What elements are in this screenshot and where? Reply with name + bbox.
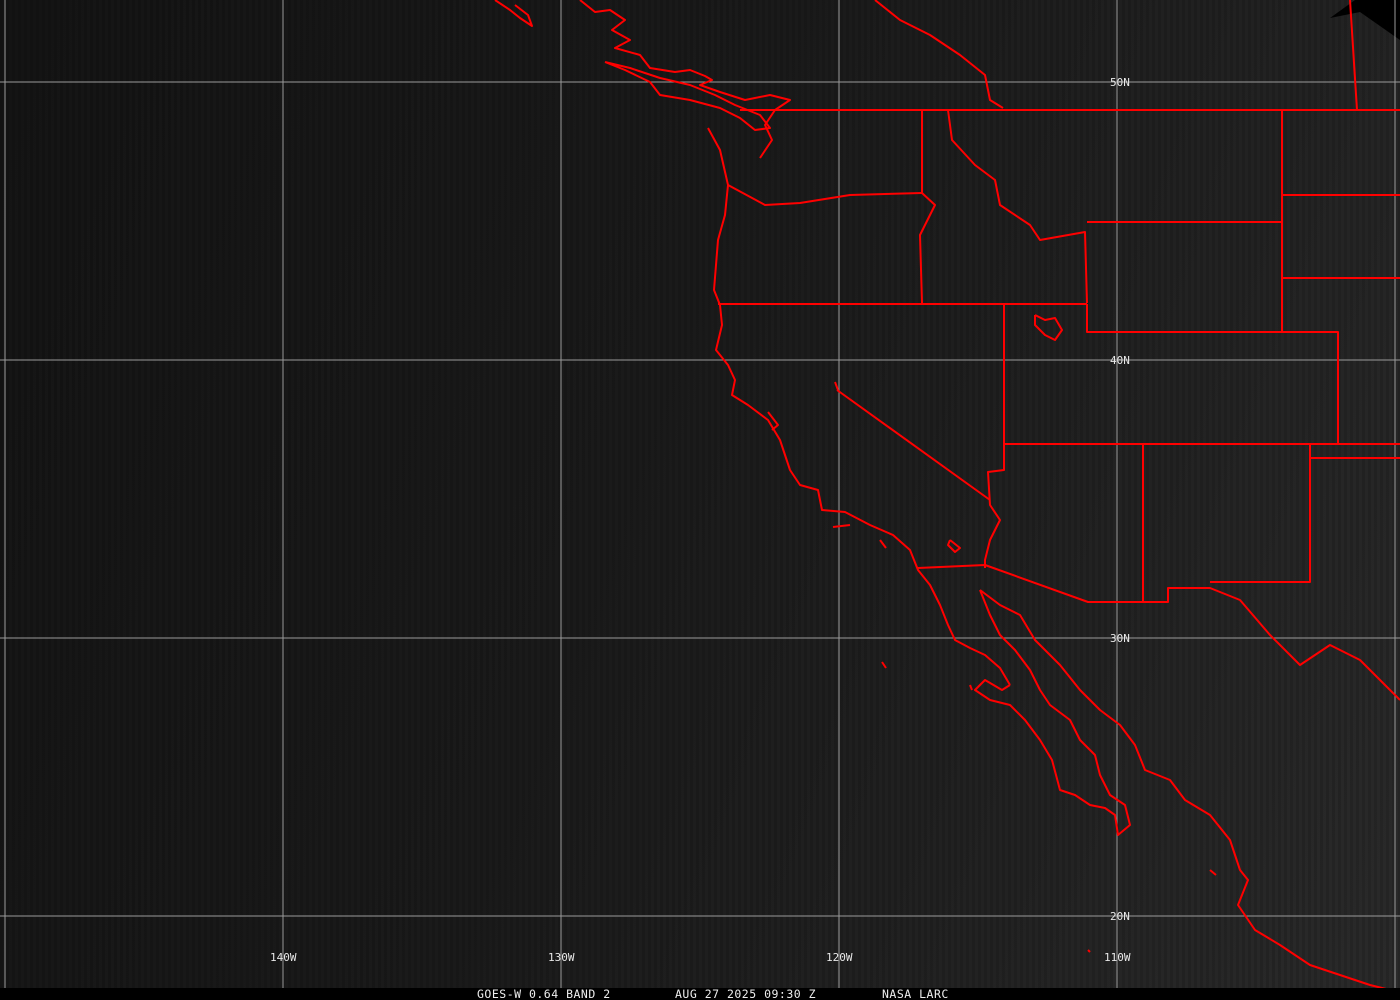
boundaries [494,0,1400,991]
no-data-corner [1330,0,1400,40]
island [969,684,973,691]
bc-coast [579,0,791,159]
island [879,539,887,549]
baja-coast [974,589,1131,836]
lat-label-20n: 20N [1110,910,1130,923]
lat-label-30n: 30N [1110,632,1130,645]
vancouver-island [604,61,771,131]
canada-coast [494,0,533,27]
island [881,661,887,669]
mexico-mainland-coast [979,589,1391,991]
sf-bay [767,411,779,431]
source-label: NASA LARC [882,987,949,1000]
channel-islands [832,524,851,528]
lake-tahoe [834,381,839,391]
mt-dakota-border [1281,110,1400,279]
lat-label-50n: 50N [1110,76,1130,89]
lon-label-130w: 130W [548,951,575,964]
bc-interior [874,0,1004,109]
product-label: GOES-W 0.64 BAND 2 [477,987,611,1000]
lat-label-40n: 40N [1110,354,1130,367]
id-border [919,110,936,304]
lon-label-110w: 110W [1104,951,1131,964]
lon-label-140w: 140W [270,951,297,964]
ca-nv-diagonal [836,389,991,501]
az-nm-border [1143,443,1400,583]
id-mt-border [947,109,1088,304]
salton-sea [947,539,961,553]
longitude-labels: 140W 130W 120W 110W [270,951,1131,964]
latitude-labels: 50N 40N 30N 20N [1110,76,1130,923]
island [1209,869,1217,876]
datetime-label: AUG 27 2025 09:30 Z [675,987,817,1000]
canada-province-border [1349,0,1358,111]
us-coast [707,127,1011,686]
us-mexico-border [917,564,1400,701]
great-salt-lake [1034,314,1063,341]
caption-bar: GOES-W 0.64 BAND 2 AUG 27 2025 09:30 Z N… [0,987,1400,1000]
lon-label-120w: 120W [826,951,853,964]
wa-or-border [727,184,923,206]
island [1087,949,1091,953]
ca-nv-border [984,304,1005,568]
